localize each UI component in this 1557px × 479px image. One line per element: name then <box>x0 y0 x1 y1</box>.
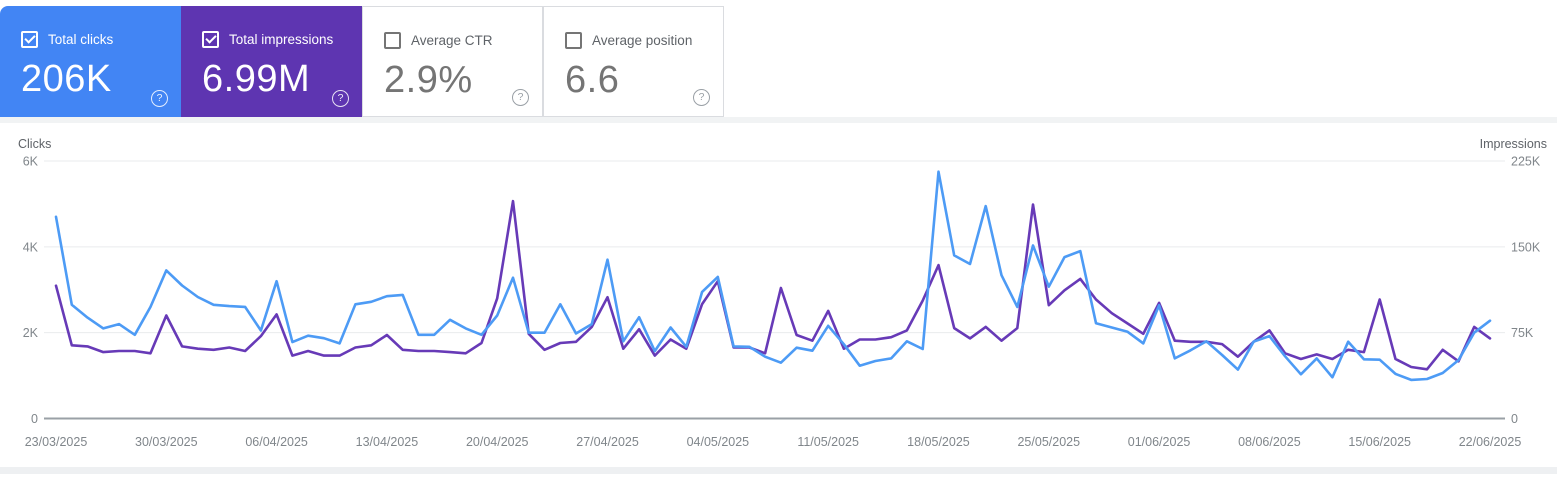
cards-chart-divider <box>0 117 1557 123</box>
help-icon[interactable]: ? <box>693 89 710 106</box>
check-mark-icon <box>205 32 217 44</box>
x-axis-date-label: 11/05/2025 <box>797 435 859 449</box>
x-axis-date-label: 01/06/2025 <box>1128 435 1191 449</box>
metric-card-total-clicks[interactable]: Total clicks 206K ? <box>0 6 181 117</box>
metric-card-label: Total impressions <box>229 32 334 47</box>
checkbox-checked-icon[interactable] <box>202 31 219 48</box>
x-axis-date-label: 13/04/2025 <box>356 435 419 449</box>
metric-card-average-ctr[interactable]: Average CTR 2.9% ? <box>362 6 543 117</box>
check-mark-icon <box>24 32 36 44</box>
metric-card-label: Total clicks <box>48 32 114 47</box>
left-axis-tick-label: 4K <box>23 240 39 254</box>
x-axis-date-label: 23/03/2025 <box>25 435 88 449</box>
help-icon[interactable]: ? <box>512 89 529 106</box>
metric-card-label: Average CTR <box>411 33 493 48</box>
x-axis-date-label: 04/05/2025 <box>687 435 750 449</box>
right-axis-tick-label: 225K <box>1511 155 1541 169</box>
right-axis-tick-label: 0 <box>1511 412 1518 426</box>
left-axis-title: Clicks <box>18 137 51 151</box>
metric-card-value: 206K <box>21 58 112 100</box>
x-axis-date-label: 15/06/2025 <box>1348 435 1411 449</box>
x-axis-date-label: 27/04/2025 <box>576 435 639 449</box>
help-icon[interactable]: ? <box>151 90 168 107</box>
left-axis-tick-label: 6K <box>23 155 39 169</box>
x-axis-date-label: 08/06/2025 <box>1238 435 1301 449</box>
metric-card-value: 6.6 <box>565 59 620 101</box>
left-axis-tick-label: 0 <box>31 412 38 426</box>
x-axis-date-label: 20/04/2025 <box>466 435 529 449</box>
help-icon[interactable]: ? <box>332 90 349 107</box>
right-axis-tick-label: 75K <box>1511 326 1534 340</box>
right-axis-tick-label: 150K <box>1511 240 1541 254</box>
checkbox-unchecked-icon[interactable] <box>384 32 401 49</box>
checkbox-checked-icon[interactable] <box>21 31 38 48</box>
left-axis-tick-label: 2K <box>23 326 39 340</box>
right-axis-title: Impressions <box>1480 137 1547 151</box>
metric-cards-row: Total clicks 206K ? Total impressions 6.… <box>0 6 724 117</box>
x-axis-date-label: 22/06/2025 <box>1459 435 1522 449</box>
clicks-line <box>54 170 1492 382</box>
x-axis-date-label: 25/05/2025 <box>1017 435 1080 449</box>
performance-chart[interactable]: Clicks Impressions 0 2K 4K 6K 0 75K 150K 225K 23/0… <box>0 130 1557 474</box>
x-axis-date-label: 18/05/2025 <box>907 435 970 449</box>
checkbox-unchecked-icon[interactable] <box>565 32 582 49</box>
metric-card-total-impressions[interactable]: Total impressions 6.99M ? <box>181 6 362 117</box>
page-bottom-edge <box>0 467 1557 474</box>
chart-canvas[interactable]: Clicks Impressions 0 2K 4K 6K 0 75K 150K 225K 23/0… <box>0 130 1557 474</box>
metric-card-label: Average position <box>592 33 693 48</box>
x-axis-date-label: 06/04/2025 <box>245 435 308 449</box>
metric-card-average-position[interactable]: Average position 6.6 ? <box>543 6 724 117</box>
x-axis-date-label: 30/03/2025 <box>135 435 198 449</box>
metric-card-value: 6.99M <box>202 58 311 100</box>
metric-card-value: 2.9% <box>384 59 473 101</box>
